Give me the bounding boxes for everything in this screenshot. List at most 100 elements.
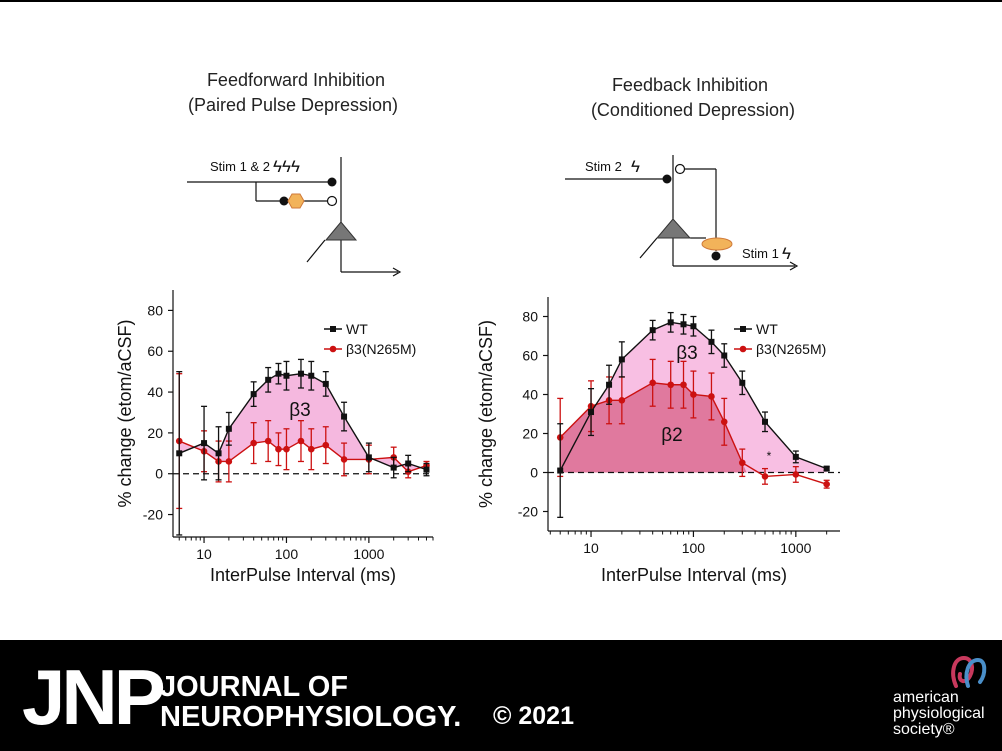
mutant-data-point [720, 418, 728, 426]
wt-minus-mutant-shading [179, 373, 427, 472]
wt-data-point [588, 409, 595, 416]
right-stim-2-label: Stim 2 [585, 159, 622, 174]
y-tick-label: 80 [522, 309, 538, 325]
wt-data-point [680, 321, 687, 328]
inhibitory-synapse-icon [326, 195, 338, 207]
x-tick-label: 100 [275, 546, 299, 562]
wt-data-point [225, 425, 232, 432]
interneuron-icon [287, 193, 305, 209]
society-line2: physiological [893, 705, 985, 722]
mutant-data-point [283, 445, 290, 453]
mutant-data-point [275, 445, 282, 453]
mutant-data-point [738, 459, 746, 467]
y-tick-label: 60 [147, 343, 163, 359]
mutant-data-point [761, 473, 769, 480]
wt-data-point [297, 370, 304, 377]
mutant-data-point [690, 391, 697, 398]
significance-marker: * [767, 449, 772, 463]
mutant-data-point [322, 441, 330, 449]
wt-data-point [423, 466, 430, 473]
y-tick-label: 0 [530, 465, 538, 481]
mutant-series-line [178, 440, 427, 473]
journal-footer: JNP JOURNAL OF NEUROPHYSIOLOGY. © 2021 [0, 640, 1002, 751]
feedforward-chart: -20 0 20 40 60 80 10 100 1000 InterPulse Interval… [115, 290, 434, 585]
wt-data-point [667, 319, 674, 326]
x-tick-label: 10 [196, 546, 212, 562]
legend-wt-marker [740, 326, 746, 332]
x-axis-label: InterPulse Interval (ms) [210, 565, 396, 585]
right-stim-1-label: Stim 1 [742, 246, 779, 261]
y-tick-label: 40 [147, 384, 163, 400]
wt-data-point [308, 372, 315, 379]
y-tick-label: 80 [147, 302, 163, 318]
wt-data-point [721, 352, 728, 359]
legend-mutant-marker [329, 345, 337, 353]
pyramidal-neuron-icon [655, 218, 692, 239]
y-axis-label: % change (etom/aCSF) [115, 319, 135, 507]
y-tick-label: 0 [155, 466, 163, 482]
left-stim-label: Stim 1 & 2 [210, 159, 270, 174]
y-tick-label: -20 [518, 504, 538, 520]
lightning-icon: ϟϟϟ [273, 157, 300, 176]
wt-data-point [649, 327, 656, 334]
top-border [0, 0, 1002, 2]
mutant-data-point [225, 458, 233, 465]
wt-data-point [201, 440, 208, 447]
wt-data-point [322, 380, 329, 387]
copyright-notice: © 2021 [493, 702, 574, 730]
mutant-data-point [250, 439, 257, 447]
shaded-region-label: β3 [289, 400, 311, 421]
wt-data-point [606, 381, 613, 388]
x-tick-label: 10 [583, 540, 599, 556]
wt-data-point [557, 467, 564, 474]
lightning-icon: ϟ [631, 157, 640, 176]
mutant-area-shading [560, 382, 747, 473]
society-name: american physiological society® [893, 690, 985, 738]
wt-data-point [365, 454, 372, 461]
x-tick-label: 1000 [780, 540, 811, 556]
pyramidal-neuron-icon [324, 221, 358, 241]
y-tick-label: 60 [522, 348, 538, 364]
wt-series-line [178, 372, 427, 471]
left-title-line2: (Paired Pulse Depression) [188, 95, 398, 115]
wt-data-point [762, 418, 769, 425]
wt-data-point [708, 338, 715, 345]
society-line3: society® [893, 721, 955, 738]
mutant-data-point [618, 397, 626, 404]
x-tick-label: 100 [682, 540, 706, 556]
wt-data-point [792, 453, 799, 460]
excitatory-synapse-icon [327, 177, 337, 187]
mutant-data-point [297, 437, 305, 445]
wt-data-point [250, 391, 257, 398]
wt-data-point [823, 465, 830, 472]
legend-mutant-label: β3(N265M) [756, 341, 826, 357]
wt-data-point [739, 379, 746, 386]
wt-data-point [405, 460, 412, 467]
mutant-data-point [649, 379, 656, 387]
wt-data-point [390, 464, 397, 471]
legend-wt-label: WT [756, 321, 778, 337]
right-title-line2: (Conditioned Depression) [591, 100, 795, 120]
excitatory-synapse-icon [662, 174, 672, 184]
lightning-icon: ϟ [782, 244, 791, 263]
mutant-data-point [792, 471, 800, 478]
society-line1: american [893, 689, 959, 706]
inhibitory-synapse-icon [674, 163, 686, 175]
wt-data-point [618, 356, 625, 363]
journal-title-line1: JOURNAL OF [160, 671, 348, 703]
jnp-logo: JNP [22, 653, 166, 741]
wt-data-point [265, 376, 272, 383]
excitatory-synapse-icon [279, 196, 289, 206]
mutant-data-point [307, 445, 315, 453]
mutant-data-point [264, 437, 272, 445]
journal-title: JOURNAL OF NEUROPHYSIOLOGY. [160, 672, 461, 732]
x-axis-label: InterPulse Interval (ms) [601, 565, 787, 585]
interneuron-icon [701, 237, 733, 251]
journal-title-line2: NEUROPHYSIOLOGY. [160, 701, 462, 733]
excitatory-synapse-icon [711, 251, 721, 261]
legend-wt-marker [330, 326, 336, 332]
x-tick-label: 1000 [353, 546, 384, 562]
wt-data-point [283, 372, 290, 379]
wt-data-point [176, 450, 183, 457]
y-tick-label: 40 [522, 387, 538, 403]
